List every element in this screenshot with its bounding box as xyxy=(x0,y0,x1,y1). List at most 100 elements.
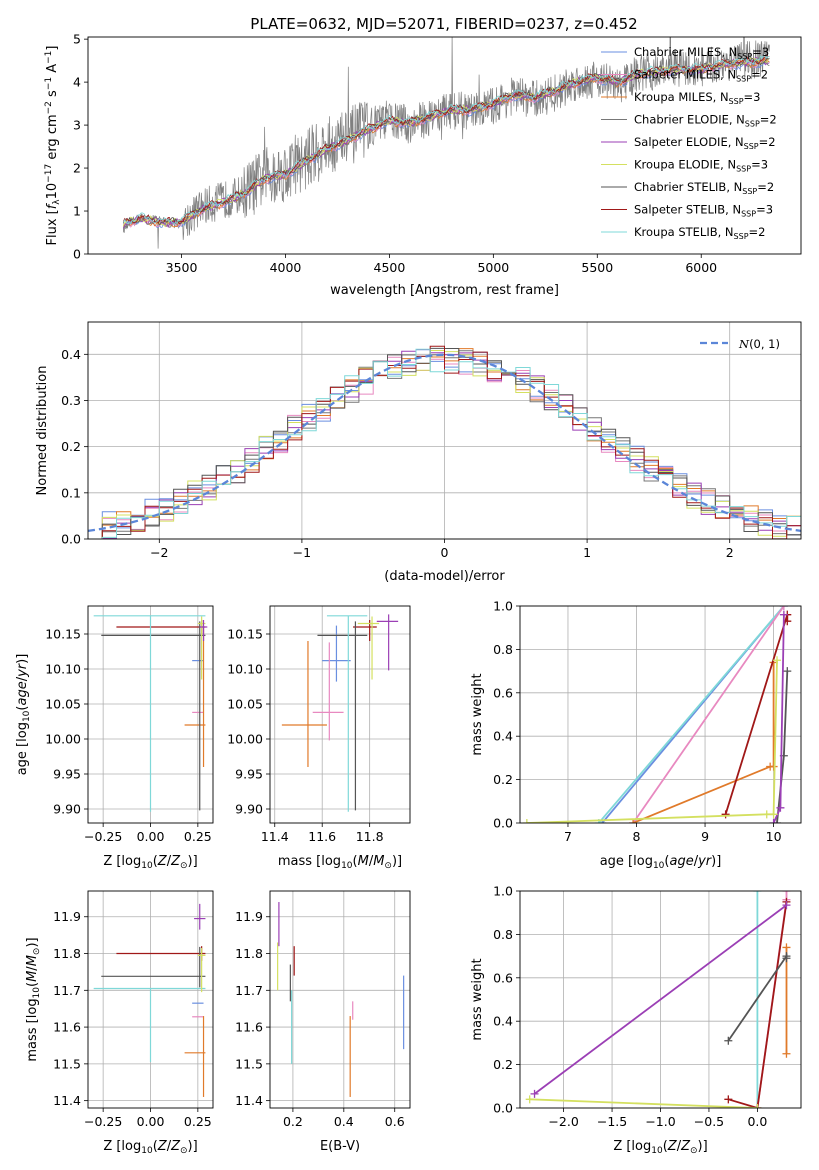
x-axis-label: E(B-V) xyxy=(320,1139,360,1154)
age-vs-z-panel: −0.25 0.00 0.25 9.90 9.95 10.00 10.05 10.10 10.1… xyxy=(15,605,214,871)
x-tick-label: 5500 xyxy=(581,260,613,275)
error-bar-point xyxy=(93,615,206,812)
y-tick-label: 9.95 xyxy=(53,767,81,782)
mass-weight-line xyxy=(598,606,785,823)
x-tick-label: −2 xyxy=(150,545,168,560)
x-tick-label: 0.4 xyxy=(334,1114,354,1129)
axes-frame xyxy=(87,36,802,255)
mass-weight-marker xyxy=(782,943,791,952)
error-bar-point xyxy=(101,621,206,811)
error-bar-point xyxy=(197,948,206,993)
y-tick-label: 0.4 xyxy=(493,729,513,744)
spectrum-panel: 3500 4000 4500 5000 5500 6000 0 1 2 3 4 5 wavelength… xyxy=(44,32,802,298)
y-tick-label: 9.90 xyxy=(53,802,81,817)
model-spectrum-line xyxy=(123,59,770,228)
error-bar-point xyxy=(116,620,206,634)
mass-weight-marker xyxy=(769,819,778,823)
x-axis-label: Z [log10(Z/Z⊙)] xyxy=(613,1139,707,1156)
plot-area xyxy=(522,606,792,823)
x-tick-label: 0.2 xyxy=(283,1114,303,1129)
mass-vs-ebv-panel: 0.2 0.4 0.6 11.4 11.5 11.6 11.7 11.8 11.9 E(B-V) xyxy=(235,890,411,1154)
y-axis-label: Flux [fλ10−17 erg cm−2 s−1 A−1] xyxy=(44,46,62,246)
x-tick-label: 5000 xyxy=(477,260,509,275)
x-tick-label: 10 xyxy=(766,829,782,844)
x-tick-label: 4000 xyxy=(270,260,302,275)
x-axis-label: (data-model)/error xyxy=(384,569,505,584)
y-tick-label: 11.9 xyxy=(235,909,263,924)
y-tick-label: 2 xyxy=(73,161,81,176)
x-tick-label: 0.00 xyxy=(137,829,165,844)
y-tick-label: 10.05 xyxy=(227,697,263,712)
legend-entry: N(0, 1) xyxy=(738,337,780,351)
y-tick-label: 10.05 xyxy=(45,697,81,712)
y-tick-label: 9.95 xyxy=(235,767,263,782)
legend-entry: Kroupa STELIB, NSSP=2 xyxy=(634,225,765,241)
y-tick-label: 0.8 xyxy=(493,927,513,942)
error-bar-point xyxy=(101,946,206,988)
mass-weight-line xyxy=(533,904,788,1095)
x-tick-label: 6000 xyxy=(685,260,717,275)
residual-histogram xyxy=(88,345,801,539)
y-tick-label: 4 xyxy=(73,75,81,90)
y-axis-label: age [log10(age/yr)] xyxy=(15,654,32,776)
y-tick-label: 1 xyxy=(73,204,81,219)
plot-area xyxy=(525,891,791,1108)
y-tick-label: 10.15 xyxy=(227,627,263,642)
axes-frame xyxy=(269,890,411,1109)
y-tick-label: 0.4 xyxy=(61,347,81,362)
mass-weight-marker xyxy=(721,810,730,819)
plot-area xyxy=(122,37,770,249)
x-axis-label: age [log10(age/yr)] xyxy=(600,854,722,871)
x-tick-label: 9 xyxy=(701,829,709,844)
mass-weight-line xyxy=(526,660,778,823)
mass-weight-marker xyxy=(769,762,778,771)
mass-weight-marker xyxy=(522,819,531,823)
mass-weight-marker xyxy=(530,1089,539,1098)
legend: Chabrier MILES, NSSP=3 Salpeter MILES, NS… xyxy=(601,45,777,241)
y-tick-label: 0.0 xyxy=(493,1101,513,1116)
mass-weight-marker xyxy=(782,954,791,963)
error-bar-point xyxy=(199,620,208,641)
y-tick-label: 0 xyxy=(73,247,81,262)
x-tick-label: 0.00 xyxy=(137,1114,165,1129)
y-tick-label: 11.8 xyxy=(53,946,81,961)
y-tick-label: 3 xyxy=(73,118,81,133)
error-bar-point xyxy=(357,616,380,680)
legend-entry: Salpeter MILES, NSSP=2 xyxy=(634,68,768,84)
x-tick-label: 0.6 xyxy=(385,1114,405,1129)
x-tick-label: 4500 xyxy=(374,260,406,275)
x-tick-label: −0.5 xyxy=(694,1114,724,1129)
y-tick-label: 11.4 xyxy=(53,1093,81,1108)
y-tick-label: 0.2 xyxy=(61,439,81,454)
x-tick-label: 2 xyxy=(726,545,734,560)
y-tick-label: 11.5 xyxy=(235,1056,263,1071)
y-tick-label: 0.2 xyxy=(493,1057,513,1072)
y-tick-label: 11.8 xyxy=(235,946,263,961)
error-bar-point xyxy=(317,621,368,811)
massweight-vs-z-panel: −2.0 −1.5 −1.0 −0.5 0.0 0.0 0.2 0.4 0.6 0.8 1.0 Z [… xyxy=(470,884,802,1156)
error-bar-point xyxy=(184,1016,206,1097)
mass-weight-marker xyxy=(782,1049,791,1058)
mass-weight-marker xyxy=(525,1095,534,1104)
mass-weight-marker xyxy=(724,1036,733,1045)
x-tick-label: −1.5 xyxy=(597,1114,627,1129)
y-axis-label: Normed distribution xyxy=(35,366,50,496)
y-tick-label: 0.6 xyxy=(493,685,513,700)
legend-entry: Kroupa ELODIE, NSSP=3 xyxy=(634,158,768,174)
y-tick-label: 0.0 xyxy=(493,816,513,831)
x-axis-label: wavelength [Angstrom, rest frame] xyxy=(330,283,559,298)
gaussian-reference-curve xyxy=(88,353,801,533)
x-tick-label: 11.4 xyxy=(261,829,289,844)
y-tick-label: 11.5 xyxy=(53,1056,81,1071)
y-axis-label: mass [log10(M/M⊙)] xyxy=(25,937,42,1061)
residual-histogram xyxy=(88,348,801,539)
error-bar-point xyxy=(376,614,399,671)
residuals-panel: −2 −1 0 1 2 0.0 0.1 0.2 0.3 0.4 (data-model)/error… xyxy=(35,321,802,584)
x-tick-label: 3500 xyxy=(166,260,198,275)
plot-area xyxy=(88,345,801,539)
y-tick-label: 5 xyxy=(73,32,81,47)
x-tick-label: 8 xyxy=(633,829,641,844)
mass-weight-marker xyxy=(783,667,792,676)
error-bar-point xyxy=(184,627,206,767)
